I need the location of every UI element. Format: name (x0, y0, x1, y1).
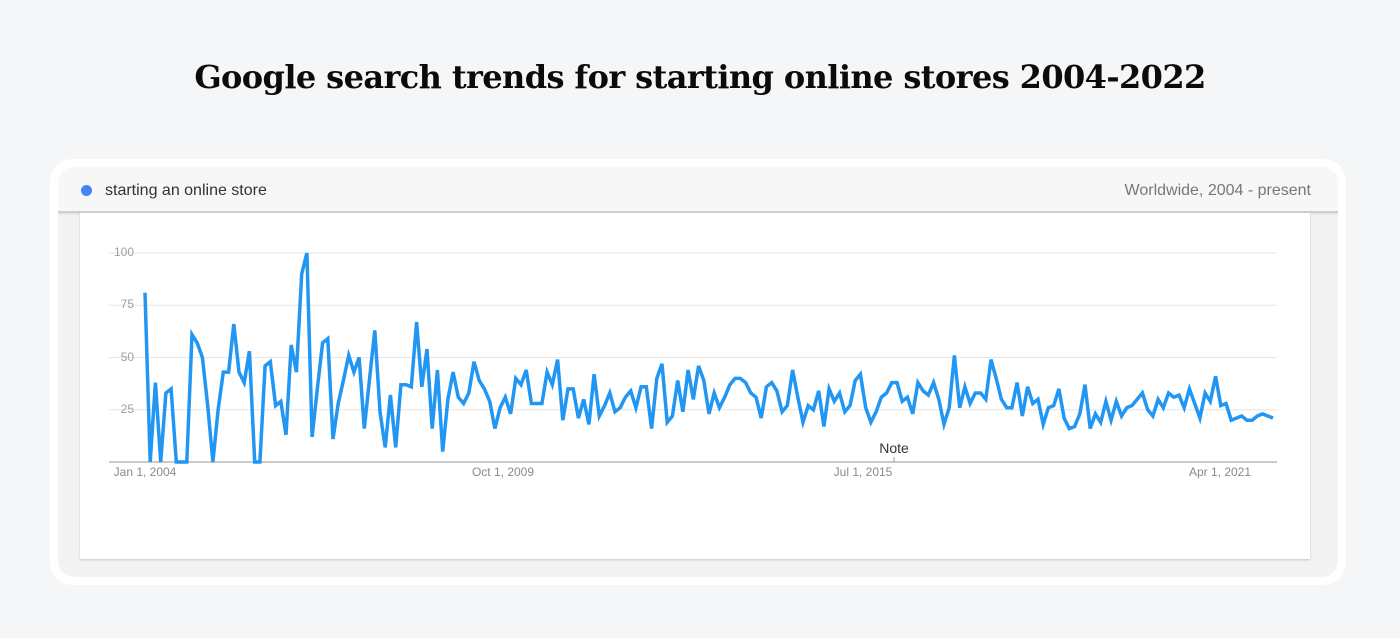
legend-series-label[interactable]: starting an online store (105, 182, 267, 199)
chart-plot[interactable] (80, 213, 1310, 559)
legend-region-range: Worldwide, 2004 - present (1124, 182, 1311, 199)
line-chart[interactable]: 25 50 75 100 Jan 1, 2004 Oct 1, 2009 Jul 1, 2… (80, 213, 1310, 559)
y-tick-label: 25 (120, 401, 134, 416)
y-tick-label: 75 (120, 297, 134, 312)
y-tick-label: 100 (113, 245, 134, 259)
series-color-dot-icon (81, 185, 92, 196)
chart-card: starting an online store Worldwide, 2004… (50, 159, 1346, 585)
trends-panel: starting an online store Worldwide, 2004… (58, 167, 1338, 577)
x-tick-label: Jan 1, 2004 (113, 465, 177, 479)
y-tick-label: 50 (120, 349, 134, 364)
legend-bar: starting an online store Worldwide, 2004… (58, 167, 1338, 213)
x-tick-label: Apr 1, 2021 (1188, 465, 1252, 479)
series-line[interactable] (143, 252, 1274, 464)
page-title: Google search trends for starting online… (194, 58, 1206, 96)
x-tick-label: Oct 1, 2009 (471, 465, 535, 479)
x-tick-label: Jul 1, 2015 (833, 465, 893, 479)
note-annotation[interactable]: Note (879, 440, 909, 456)
